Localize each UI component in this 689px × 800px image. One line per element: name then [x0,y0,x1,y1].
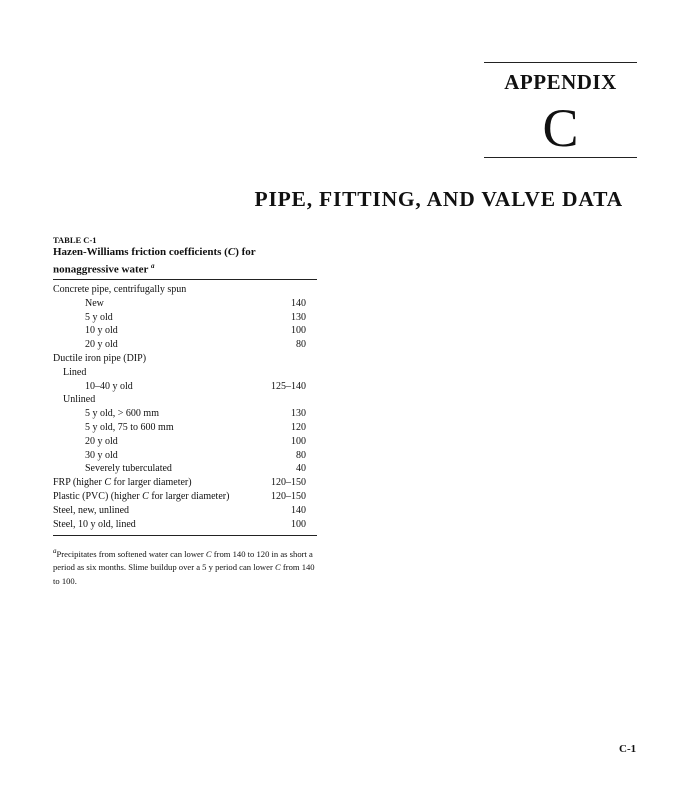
row-label: 10 y old [85,325,118,337]
row-label: New [85,297,104,309]
row-label: FRP (higher C for larger diameter) [53,477,192,489]
table-top-rule [53,279,317,281]
table-row: Severely tuberculated 40 [53,462,317,476]
footnote-text: Precipitates from softened water can low… [53,548,315,586]
heading-symbol: C [227,246,236,258]
row-value: 80 [296,339,306,351]
appendix-label: APPENDIX [504,70,617,94]
table-row: 20 y old 80 [53,338,317,352]
row-value: 100 [291,435,306,447]
row-label: 30 y old [85,449,118,461]
table-row: 5 y old, > 600 mm 130 [53,407,317,421]
row-label: 20 y old [85,339,118,351]
row-value: 125–140 [271,380,306,392]
table-row: 10 y old 100 [53,324,317,338]
table-row: 10–40 y old 125–140 [53,380,317,394]
row-value: 80 [296,449,306,461]
row-value: 40 [296,463,306,475]
table-row: Concrete pipe, centrifugally spun [53,283,317,297]
heading-text: ) for nonaggressive water [53,246,256,276]
row-label: Concrete pipe, centrifugally spun [53,284,187,295]
table-row: Steel, 10 y old, lined 100 [53,518,317,532]
table-row: 20 y old 100 [53,435,317,449]
table-heading: Hazen-Williams friction coefficients (C)… [53,246,313,277]
table-bottom-rule [53,535,317,536]
row-label: Ductile iron pipe (DIP) [53,352,147,364]
row-value: 120–150 [271,477,306,489]
footnote-mark: a [53,547,57,555]
row-label: 5 y old, 75 to 600 mm [85,421,174,433]
row-label: Plastic (PVC) (higher C for larger diame… [53,490,230,502]
table-row: 5 y old 130 [53,311,317,325]
row-label: Unlined [63,394,96,406]
table-row: Unlined [53,393,317,407]
row-value: 120–150 [271,490,306,502]
table-row: Lined [53,366,317,380]
footnote-ref: a [150,261,155,270]
row-value: 100 [291,518,306,530]
row-value: 140 [291,504,306,516]
row-label: Lined [63,366,87,378]
row-label: Steel, 10 y old, lined [53,518,136,530]
table-footnote: aPrecipitates from softened water can lo… [53,545,323,588]
table-body: Concrete pipe, centrifugally spun New 140 5… [53,283,317,531]
table-row: 30 y old 80 [53,449,317,463]
row-label: 20 y old [85,435,118,447]
table-row: FRP (higher C for larger diameter) 120–15… [53,476,317,490]
row-label: Steel, new, unlined [53,504,130,516]
row-value: 120 [291,421,306,433]
appendix-letter: C [542,98,579,158]
table-row: 5 y old, 75 to 600 mm 120 [53,421,317,435]
row-value: 100 [291,325,306,337]
row-value: 130 [291,408,306,420]
heading-text: Hazen-Williams friction coefficients ( [53,246,228,258]
row-label: 10–40 y old [85,380,133,392]
table-row: Steel, new, unlined 140 [53,504,317,518]
row-label: 5 y old, > 600 mm [85,408,159,420]
page-title: PIPE, FITTING, AND VALVE DATA [254,187,623,211]
page-number: C-1 [619,743,637,755]
table-row: Ductile iron pipe (DIP) [53,352,317,366]
table-row: Plastic (PVC) (higher C for larger diame… [53,490,317,504]
row-label: 5 y old [85,311,113,323]
row-label: Severely tuberculated [85,463,172,475]
bottom-rule [484,157,637,159]
row-value: 140 [291,297,306,309]
top-rule [484,62,637,64]
table-label: TABLE C-1 [53,235,97,245]
table-row: New 140 [53,297,317,311]
row-value: 130 [291,311,306,323]
